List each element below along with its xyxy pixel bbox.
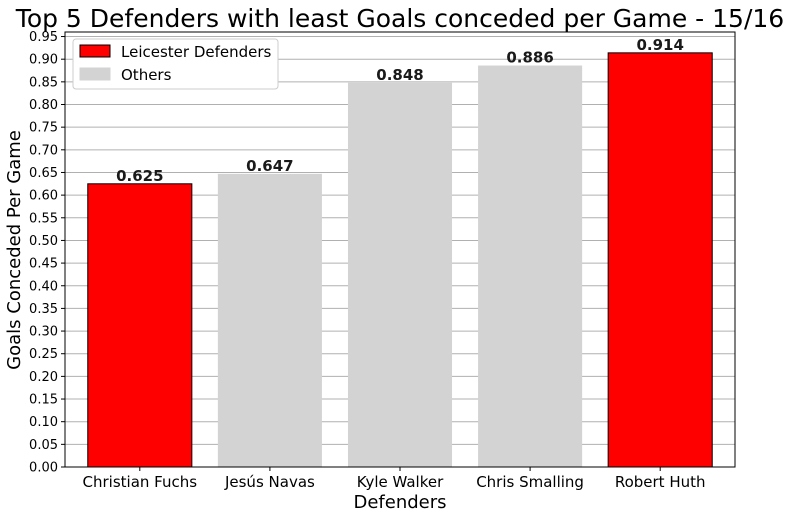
y-tick-label: 0.45: [29, 257, 58, 272]
data-label: 0.914: [636, 36, 683, 54]
y-tick-label: 0.85: [29, 75, 58, 90]
y-tick-label: 0.65: [29, 166, 58, 181]
data-label: 0.647: [246, 157, 293, 175]
x-tick-label: Kyle Walker: [357, 473, 444, 491]
y-tick-label: 0.15: [29, 393, 58, 408]
legend-label-leicester: Leicester Defenders: [121, 43, 272, 61]
bar-kyle-walker: [347, 82, 453, 467]
x-axis-ticks: Christian Fuchs Jesús Navas Kyle Walker Chr…: [83, 467, 706, 491]
y-axis-ticks: 0.00 0.05 0.10 0.15 0.20 0.25 0.30 0.35 0.40 0.45…: [29, 30, 65, 476]
legend-box: [72, 38, 279, 90]
y-tick-label: 0.30: [29, 325, 58, 340]
bar-christian-fuchs: [87, 183, 193, 468]
data-label: 0.625: [116, 167, 163, 185]
bars: [87, 52, 713, 468]
legend: Leicester Defenders Others: [72, 38, 279, 90]
y-tick-label: 0.50: [29, 234, 58, 249]
y-tick-label: 0.60: [29, 189, 58, 204]
x-tick-label: Robert Huth: [615, 473, 706, 491]
x-axis-label: Defenders: [353, 492, 446, 513]
y-tick-label: 0.70: [29, 143, 58, 158]
y-tick-label: 0.35: [29, 302, 58, 317]
bar-chris-smalling: [478, 65, 583, 467]
y-tick-label: 0.55: [29, 211, 58, 226]
data-label: 0.848: [376, 66, 423, 84]
chart-title: Top 5 Defenders with least Goals concede…: [15, 4, 784, 33]
x-tick-label: Chris Smalling: [476, 473, 584, 491]
y-tick-label: 0.05: [29, 438, 58, 453]
data-label: 0.886: [506, 49, 553, 67]
y-tick-label: 0.00: [29, 461, 58, 476]
y-tick-label: 0.40: [29, 279, 58, 294]
x-tick-label: Jesús Navas: [224, 473, 315, 491]
y-tick-label: 0.10: [29, 415, 58, 430]
legend-label-others: Others: [121, 66, 172, 84]
legend-swatch-others: [79, 67, 111, 81]
bar-jes-s-navas: [217, 173, 322, 467]
y-tick-label: 0.75: [29, 121, 58, 136]
data-labels: 0.625 0.647 0.848 0.886 0.914: [116, 36, 684, 185]
y-tick-label: 0.80: [29, 98, 58, 113]
y-tick-label: 0.20: [29, 370, 58, 385]
y-tick-label: 0.90: [29, 53, 58, 68]
bar-robert-huth: [607, 52, 713, 468]
y-axis-label: Goals Conceded Per Game: [4, 130, 25, 370]
legend-swatch-leicester: [79, 44, 111, 58]
y-tick-label: 0.25: [29, 347, 58, 362]
x-tick-label: Christian Fuchs: [83, 473, 198, 491]
y-tick-label: 0.95: [29, 30, 58, 45]
